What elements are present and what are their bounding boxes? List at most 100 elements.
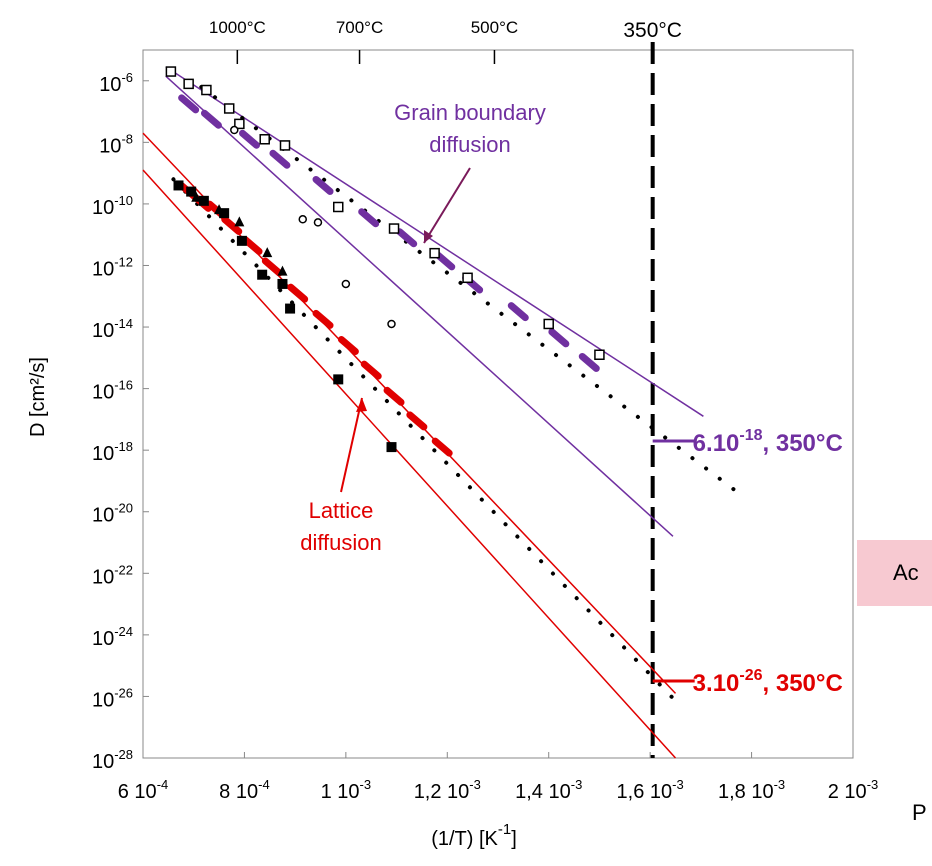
lattice-filled-square — [236, 235, 247, 246]
lattice-filled-square — [285, 303, 296, 314]
x-tick-label: 1 10-3 — [321, 777, 372, 803]
lattice-filled-square — [277, 278, 288, 289]
top-tick-label: 700°C — [336, 18, 383, 37]
gb-open-square — [259, 134, 270, 145]
plot-axes — [142, 42, 854, 759]
lattice-thick-segment — [241, 235, 263, 255]
y-tick-label: 10-24 — [92, 624, 133, 650]
gb-open-circle — [298, 215, 307, 224]
top-tick-label: 500°C — [471, 18, 518, 37]
lattice-arrow-head — [356, 398, 367, 412]
gb-open-square — [543, 318, 554, 330]
lattice-fit-line — [171, 177, 686, 711]
lattice-filled-square — [173, 180, 184, 191]
gb-thick-segment — [269, 149, 291, 169]
data-marks — [165, 66, 605, 457]
gb-thick-segment — [434, 251, 456, 271]
lattice-filled-square — [386, 442, 397, 453]
lattice-thick-segment — [287, 283, 309, 303]
y-tick-label: 10-20 — [92, 501, 133, 527]
gb-open-circle — [341, 279, 351, 289]
gb-thick-segment — [396, 228, 418, 248]
gb-lower-bound — [165, 75, 674, 537]
y-tick-label: 10-14 — [92, 316, 133, 342]
gb-thick-segment — [578, 352, 600, 372]
x-axis-label: (1/T) [K-1] — [431, 821, 517, 850]
lattice-label: Lattice diffusion — [300, 498, 382, 555]
lattice-thick-segment — [431, 437, 453, 457]
y-tick-label: 10-18 — [92, 439, 133, 465]
lattice-filled-triangle — [214, 204, 225, 215]
lattice-filled-square — [219, 208, 230, 219]
lattice-arrow — [340, 397, 363, 493]
gb-open-square — [462, 272, 473, 284]
gb-open-square — [201, 84, 212, 96]
gb-open-square — [183, 78, 194, 90]
gb-thick-segment — [178, 94, 200, 114]
x-tick-label: 1,8 10-3 — [718, 777, 785, 803]
bound-lines — [142, 66, 704, 759]
tick-labels: 10-6 10-8 10-10 10-12 10-14 10-16 10-18 10-20 10… — [92, 18, 878, 803]
top-tick-label: 1000°C — [209, 18, 266, 37]
lattice-thick-segment — [360, 360, 382, 380]
gb-thick-segment — [358, 208, 380, 228]
gb-open-square — [223, 103, 235, 114]
gb-open-square — [388, 223, 400, 234]
x-tick-label: 1,6 10-3 — [617, 777, 684, 803]
lattice-filled-square — [333, 374, 344, 385]
annotations: 6.10-18, 350°C 3.10-26, 350°C Grain bounda… — [300, 100, 843, 697]
x-tick-label: 8 10-4 — [219, 777, 270, 803]
y-axis-label: D [cm²/s] — [27, 357, 49, 437]
lattice-thick-segment — [383, 386, 405, 406]
lattice-annotation-value: 3.10-26, 350°C — [693, 667, 843, 697]
gb-thick-segment — [200, 109, 222, 129]
gb-thick-segment — [312, 175, 334, 195]
lattice-filled-square — [198, 195, 209, 206]
gb-upper-bound — [165, 66, 704, 417]
gb-annotation-value: 6.10-18, 350°C — [693, 427, 843, 457]
gb-thick-segment — [239, 129, 260, 149]
y-tick-label: 10-6 — [99, 70, 133, 96]
lattice-filled-triangle — [234, 216, 245, 227]
gb-open-square — [429, 247, 440, 259]
cropped-box: Ac — [857, 540, 932, 606]
y-tick-label: 10-12 — [92, 254, 133, 280]
y-tick-label: 10-8 — [99, 131, 133, 157]
gb-open-circle — [387, 319, 396, 329]
cropped-text: P — [912, 800, 927, 825]
gb-thick-segment — [548, 328, 570, 348]
gb-thick-segment — [507, 302, 529, 322]
lattice-thick-segment — [337, 336, 359, 356]
lattice-thick-segment — [221, 215, 243, 235]
lattice-filled-triangle — [277, 265, 288, 276]
x-tick-label: 1,2 10-3 — [414, 777, 481, 803]
y-tick-label: 10-26 — [92, 685, 133, 711]
y-tick-label: 10-28 — [92, 747, 133, 773]
lattice-filled-square — [257, 269, 268, 280]
lattice-thick-segment — [261, 257, 283, 277]
y-tick-label: 10-16 — [92, 378, 133, 404]
lattice-thick-segment — [406, 411, 428, 431]
gb-open-square — [594, 349, 605, 360]
x-tick-label: 1,4 10-3 — [515, 777, 582, 803]
x-tick-label: 6 10-4 — [118, 777, 169, 803]
lattice-lower-bound — [142, 169, 677, 759]
y-tick-label: 10-10 — [92, 193, 133, 219]
lattice-filled-triangle — [191, 191, 202, 202]
gb-open-square — [333, 201, 344, 213]
y-tick-label: 10-22 — [92, 562, 133, 588]
gb-open-circle — [230, 125, 239, 135]
lattice-filled-square — [186, 186, 197, 197]
lattice-filled-triangle — [262, 247, 273, 258]
vline-label: 350°C — [623, 19, 682, 42]
gb-open-square — [165, 66, 177, 77]
cropped-box-text: Ac — [893, 560, 919, 585]
gb-open-square — [234, 118, 245, 130]
gb-arrow — [423, 167, 471, 244]
lattice-thick-segment — [312, 309, 334, 329]
plot-frame — [142, 49, 854, 759]
gb-open-square — [279, 140, 291, 151]
gb-arrow-head — [424, 230, 433, 243]
gb-label: Grain boundary diffusion — [394, 100, 546, 157]
